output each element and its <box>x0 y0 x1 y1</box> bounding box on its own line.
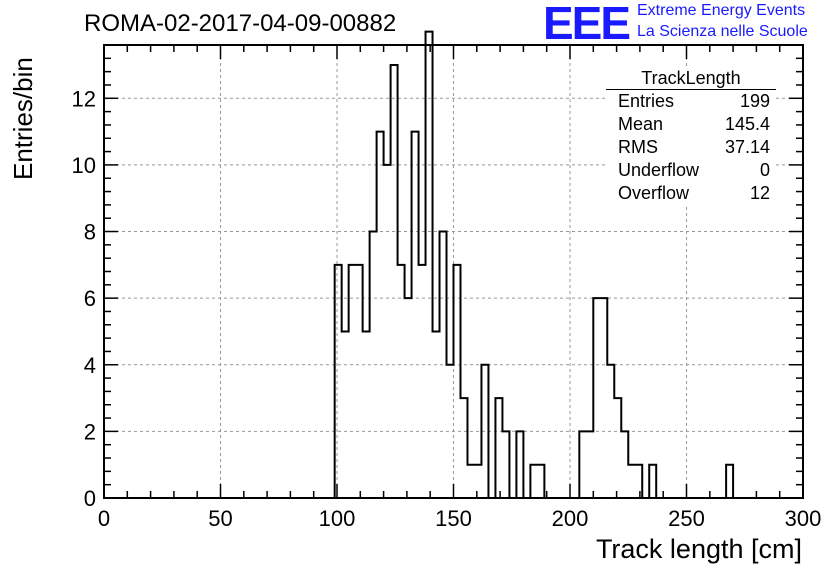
histogram-bin <box>593 298 600 498</box>
histogram-bin <box>377 132 384 498</box>
x-tick-label: 300 <box>785 506 822 531</box>
chart-title: ROMA-02-2017-04-09-00882 <box>84 10 397 37</box>
histogram-bin <box>440 232 447 498</box>
histogram-bin <box>579 431 586 498</box>
histogram-bin <box>412 132 419 498</box>
stats-value: 12 <box>749 183 770 203</box>
stats-label: Mean <box>618 114 664 134</box>
histogram-bin <box>447 365 454 498</box>
stats-row-overflow: Overflow 12 <box>606 182 776 205</box>
x-axis-label: Track length [cm] <box>595 534 802 564</box>
stats-value: 199 <box>739 91 770 111</box>
y-tick-label: 6 <box>84 286 96 311</box>
y-axis-label: Entries/bin <box>8 57 38 180</box>
x-axis-ticks: 0 50 100 150 200 250 300 <box>98 45 821 531</box>
y-tick-label: 12 <box>72 86 96 111</box>
histogram-bin <box>398 265 405 498</box>
histogram-bin <box>537 465 544 498</box>
histogram-bin <box>335 265 342 498</box>
histogram-bin <box>530 465 537 498</box>
x-tick-label: 200 <box>552 506 589 531</box>
histogram-bin <box>426 32 433 498</box>
histogram-bin <box>419 265 426 498</box>
histogram-bin <box>726 465 733 498</box>
stats-label: RMS <box>618 137 658 157</box>
histogram-bin <box>433 331 440 498</box>
stats-label: Overflow <box>618 183 690 203</box>
histogram-bin <box>349 265 356 498</box>
histogram-bin <box>356 265 363 498</box>
x-tick-label: 50 <box>208 506 232 531</box>
stats-row-underflow: Underflow 0 <box>606 159 776 182</box>
histogram-bin <box>495 398 502 498</box>
histogram-bin <box>342 331 349 498</box>
histogram-bin <box>384 165 391 498</box>
y-tick-label: 2 <box>84 419 96 444</box>
histogram-bin <box>474 465 481 498</box>
histogram-bin <box>454 265 461 498</box>
histogram-bin <box>481 365 488 498</box>
histogram-bin <box>649 465 656 498</box>
y-axis-ticks: 0 2 4 6 8 10 12 <box>72 44 803 511</box>
histogram-bin <box>391 65 398 498</box>
histogram-bin <box>607 365 614 498</box>
stats-row-mean: Mean 145.4 <box>606 113 776 136</box>
histogram-bin <box>467 465 474 498</box>
stats-title: TrackLength <box>606 68 776 90</box>
y-tick-label: 0 <box>84 486 96 511</box>
logo-caption-line1: Extreme Energy Events <box>637 2 806 19</box>
y-tick-label: 10 <box>72 153 96 178</box>
histogram-bin <box>460 398 467 498</box>
histogram-bin <box>621 431 628 498</box>
y-tick-label: 4 <box>84 353 96 378</box>
x-tick-label: 100 <box>319 506 356 531</box>
histogram-bin <box>628 465 635 498</box>
stats-label: Entries <box>618 91 675 111</box>
histogram-bin <box>614 398 621 498</box>
x-tick-label: 250 <box>668 506 705 531</box>
eee-logo: EEE <box>543 0 631 49</box>
stats-value: 145.4 <box>724 114 770 134</box>
histogram-bin <box>502 431 509 498</box>
histogram-outline <box>333 30 741 499</box>
histogram-bin <box>363 331 370 498</box>
stats-row-rms: RMS 37.14 <box>606 136 776 159</box>
histogram-bin <box>586 431 593 498</box>
stats-label: Underflow <box>618 160 700 180</box>
histogram-bin <box>370 232 377 498</box>
x-tick-label: 0 <box>98 506 110 531</box>
x-tick-label: 150 <box>435 506 472 531</box>
logo-caption-line2: La Scienza nelle Scuole <box>637 23 808 40</box>
stats-value: 0 <box>759 160 770 180</box>
stats-value: 37.14 <box>724 137 770 157</box>
histogram-bin <box>405 298 412 498</box>
stats-box: TrackLength Entries 199 Mean 145.4 RMS 3… <box>606 68 776 205</box>
histogram-bin <box>635 465 642 498</box>
histogram-bin <box>600 298 607 498</box>
y-tick-label: 8 <box>84 220 96 245</box>
stats-row-entries: Entries 199 <box>606 90 776 113</box>
histogram-bin <box>516 431 523 498</box>
